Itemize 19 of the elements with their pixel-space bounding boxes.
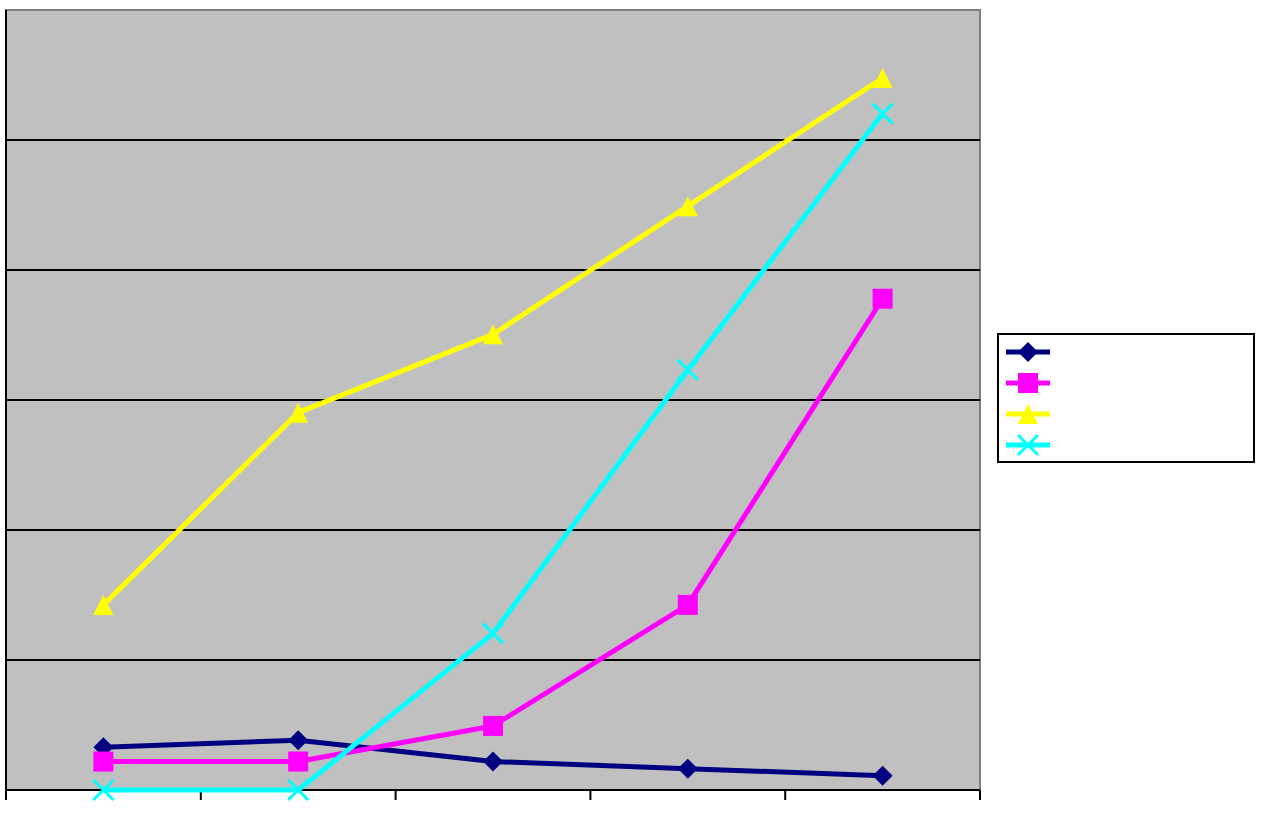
point: [677, 196, 698, 217]
point: [288, 730, 309, 751]
point: [872, 765, 893, 786]
point: [93, 594, 114, 615]
point: [871, 102, 895, 126]
point: [677, 594, 698, 615]
point: [288, 402, 309, 423]
point: [483, 715, 503, 736]
point: [288, 751, 309, 772]
point: [676, 358, 700, 382]
point: [483, 751, 503, 772]
point: [872, 68, 893, 88]
point: [91, 778, 115, 802]
point: [481, 621, 505, 645]
point: [483, 324, 503, 345]
point: [872, 288, 893, 309]
point: [677, 758, 698, 779]
point: [286, 778, 310, 802]
point: [93, 751, 114, 772]
